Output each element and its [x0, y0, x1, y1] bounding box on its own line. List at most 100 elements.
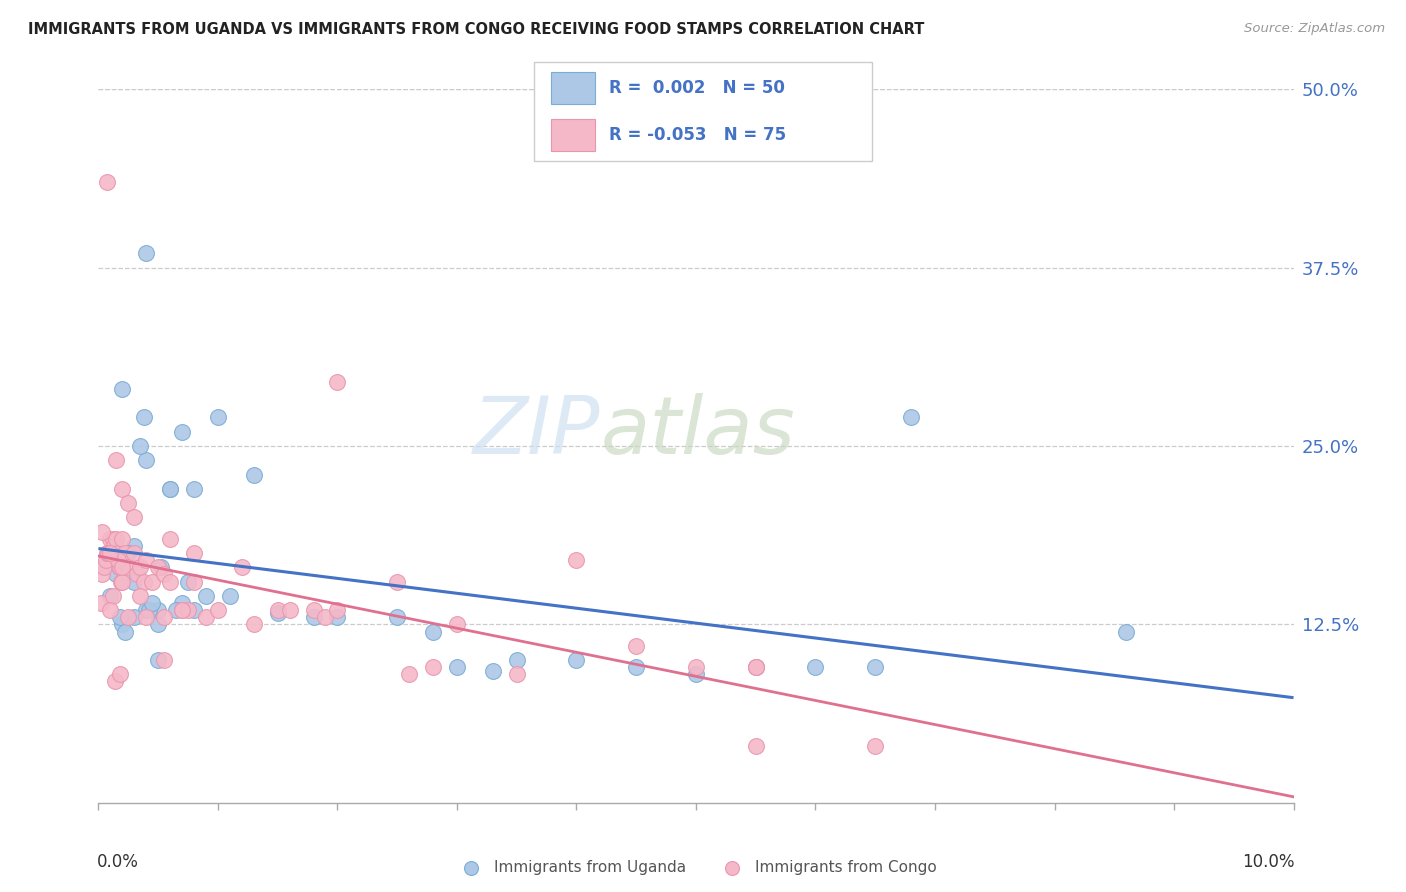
Point: [135, 246, 157, 260]
Point: [385, 574, 409, 589]
Point: [100, 603, 122, 617]
Point: [506, 667, 529, 681]
Point: [148, 603, 170, 617]
Point: [315, 610, 337, 624]
Text: Source: ZipAtlas.com: Source: ZipAtlas.com: [1244, 22, 1385, 36]
Point: [98, 546, 121, 560]
Point: [141, 596, 163, 610]
Point: [111, 553, 134, 567]
Point: [97, 546, 120, 560]
Point: [446, 660, 468, 674]
FancyBboxPatch shape: [534, 62, 872, 161]
Point: [96, 175, 118, 189]
Point: [129, 560, 152, 574]
Point: [107, 560, 129, 574]
Point: [132, 410, 155, 425]
Bar: [551, 120, 595, 151]
Point: [626, 639, 648, 653]
Point: [183, 482, 205, 496]
Point: [132, 574, 155, 589]
Point: [107, 546, 129, 560]
Point: [135, 603, 157, 617]
Point: [117, 496, 139, 510]
Point: [398, 667, 420, 681]
Point: [149, 560, 172, 574]
Point: [865, 739, 887, 753]
Point: [124, 610, 146, 624]
Point: [326, 603, 349, 617]
Point: [865, 660, 887, 674]
Point: [96, 546, 118, 560]
Point: [105, 532, 128, 546]
Text: R =  0.002   N = 50: R = 0.002 N = 50: [609, 79, 785, 97]
Point: [159, 482, 181, 496]
Point: [141, 574, 163, 589]
Point: [124, 574, 146, 589]
Point: [565, 653, 588, 667]
Point: [565, 553, 588, 567]
Point: [153, 567, 176, 582]
Point: [105, 453, 128, 467]
Point: [172, 596, 194, 610]
Point: [129, 439, 152, 453]
Point: [104, 674, 127, 689]
Point: [745, 660, 768, 674]
Point: [117, 610, 139, 624]
Text: 0.0%: 0.0%: [97, 853, 139, 871]
Point: [183, 546, 205, 560]
Point: [111, 382, 134, 396]
Bar: [551, 72, 595, 103]
Point: [91, 567, 114, 582]
Point: [422, 624, 444, 639]
Point: [267, 603, 290, 617]
Point: [326, 610, 349, 624]
Point: [302, 610, 325, 624]
Point: [135, 453, 157, 467]
Point: [153, 653, 176, 667]
Point: [111, 532, 134, 546]
Point: [101, 532, 124, 546]
Point: [172, 603, 194, 617]
Point: [148, 560, 170, 574]
Point: [124, 510, 146, 524]
Point: [159, 574, 181, 589]
Point: [195, 610, 218, 624]
Point: [177, 603, 200, 617]
Point: [326, 375, 349, 389]
Point: [148, 617, 170, 632]
Text: 10.0%: 10.0%: [1243, 853, 1295, 871]
Point: [114, 546, 136, 560]
Point: [105, 567, 128, 582]
Point: [138, 603, 160, 617]
Point: [745, 660, 768, 674]
Point: [685, 667, 707, 681]
Point: [108, 610, 131, 624]
Legend: Immigrants from Uganda, Immigrants from Congo: Immigrants from Uganda, Immigrants from …: [450, 854, 942, 880]
Point: [446, 617, 468, 632]
Point: [177, 574, 200, 589]
Text: atlas: atlas: [600, 392, 796, 471]
Point: [626, 660, 648, 674]
Point: [135, 553, 157, 567]
Point: [111, 560, 134, 574]
Point: [153, 610, 176, 624]
Point: [107, 553, 129, 567]
Point: [804, 660, 827, 674]
Point: [685, 660, 707, 674]
Point: [183, 574, 205, 589]
Point: [94, 553, 117, 567]
Point: [207, 410, 229, 425]
Point: [745, 739, 768, 753]
Point: [159, 532, 181, 546]
Point: [172, 425, 194, 439]
Point: [90, 596, 112, 610]
Point: [111, 482, 134, 496]
Point: [207, 603, 229, 617]
Point: [103, 539, 125, 553]
Point: [231, 560, 253, 574]
Point: [183, 603, 205, 617]
Point: [93, 560, 115, 574]
Point: [159, 482, 181, 496]
Point: [135, 610, 157, 624]
Point: [172, 603, 194, 617]
